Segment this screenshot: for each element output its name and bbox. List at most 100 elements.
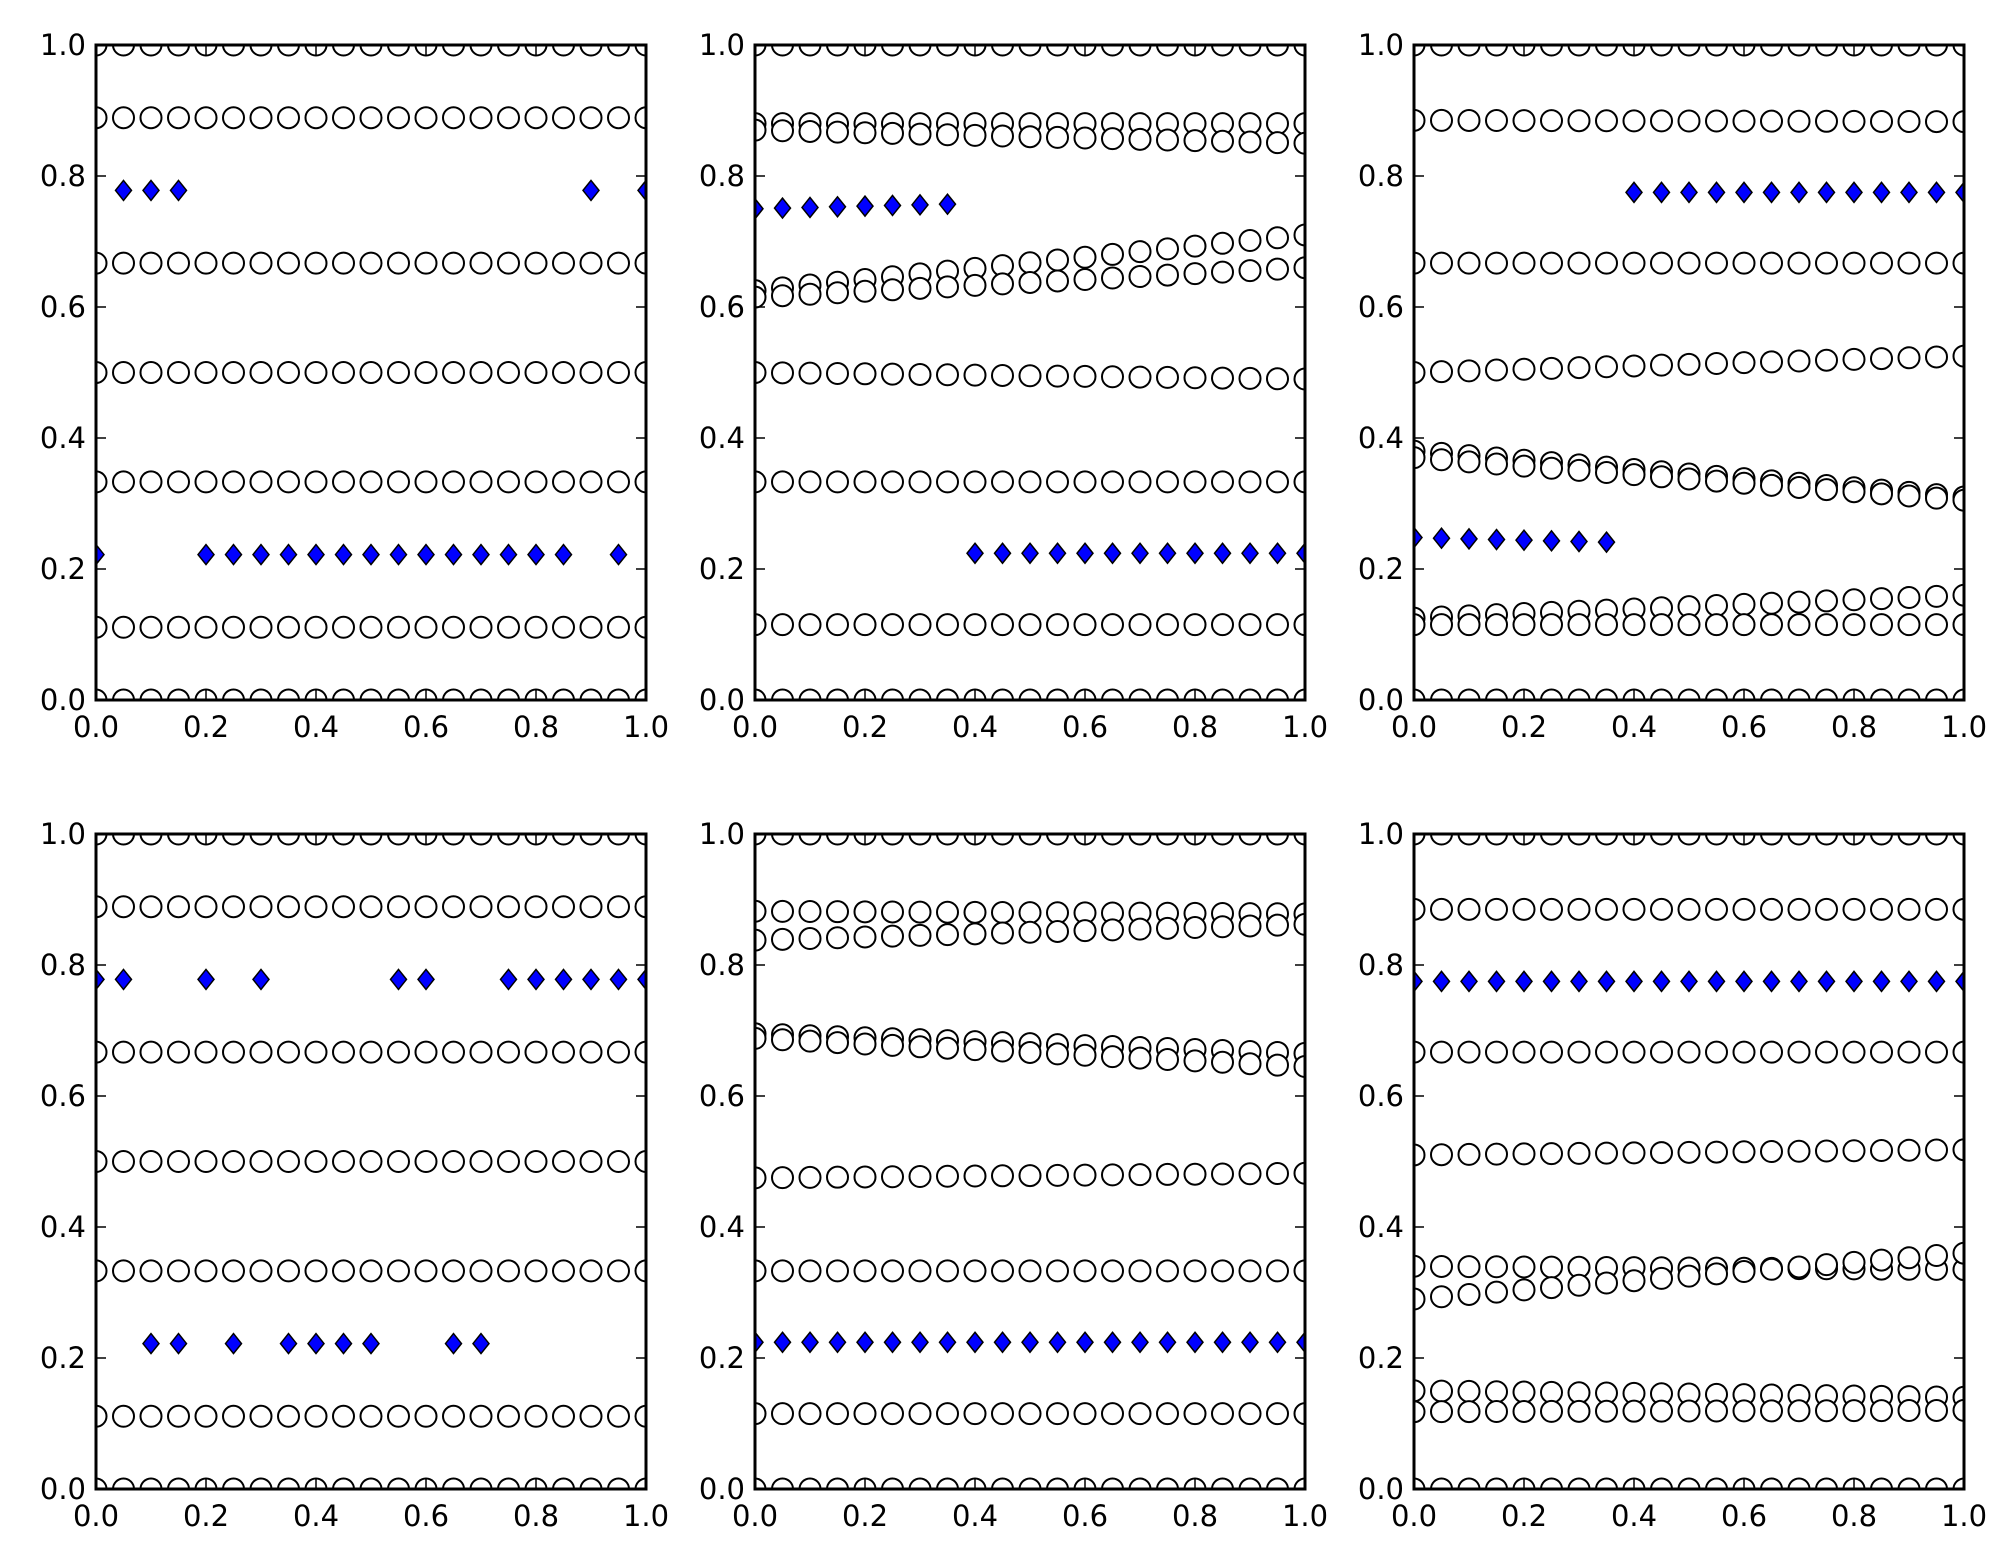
- circle-point: [1622, 251, 1646, 275]
- circle-point: [1238, 229, 1262, 253]
- circle-point: [552, 1404, 575, 1428]
- circle-point: [1183, 1402, 1207, 1426]
- circle-point: [1073, 267, 1097, 291]
- circle-point: [1650, 1040, 1673, 1064]
- circle-point: [1457, 688, 1481, 700]
- circle-point: [469, 470, 493, 494]
- circle-point: [1567, 834, 1591, 846]
- circle-point: [634, 106, 646, 130]
- circle-point: [908, 276, 932, 300]
- circle-point: [222, 251, 245, 275]
- circle-point: [1567, 1477, 1591, 1489]
- circle-point: [497, 1404, 520, 1428]
- circle-point: [1430, 1400, 1453, 1424]
- y-tick-label: 1.0: [699, 817, 745, 851]
- circle-point: [1870, 897, 1893, 921]
- diamond-point: [1817, 181, 1836, 204]
- circle-point: [936, 1477, 959, 1489]
- circle-point: [194, 1150, 218, 1173]
- circle-point: [222, 1259, 245, 1283]
- circle-point: [469, 615, 493, 639]
- circle-point: [1485, 613, 1508, 637]
- circle-point: [755, 1477, 767, 1489]
- diamond-point: [609, 968, 628, 991]
- circle-point: [387, 834, 410, 846]
- circle-point: [1046, 470, 1069, 494]
- circle-point: [1815, 688, 1838, 700]
- circle-point: [552, 895, 575, 919]
- circle-point: [332, 1477, 355, 1489]
- diamond-point: [801, 1331, 819, 1354]
- y-tick-label: 0.0: [1358, 683, 1404, 717]
- circle-point: [112, 1404, 135, 1428]
- circle-point: [826, 1165, 849, 1189]
- circle-point: [359, 834, 383, 846]
- circle-point: [826, 45, 849, 57]
- diamond-point: [1817, 970, 1836, 993]
- circle-point: [853, 1259, 877, 1283]
- circle-point: [414, 1150, 438, 1173]
- circle-point: [96, 1477, 108, 1489]
- circle-point: [194, 895, 218, 919]
- circle-point: [1540, 688, 1563, 700]
- circle-point: [963, 1164, 987, 1188]
- circle-point: [249, 361, 273, 384]
- circle-point: [881, 121, 904, 145]
- diamond-point: [1927, 181, 1946, 204]
- circle-point: [222, 45, 245, 57]
- chart-panel-1: 0.0 0.2 0.4 0.6 0.8 1.0 0.0 0.2 0.4 0.6 0.8 1.0: [40, 28, 669, 744]
- circle-point: [1457, 1040, 1481, 1064]
- circle-point: [1897, 585, 1921, 609]
- circle-point: [936, 45, 959, 57]
- circle-point: [1266, 1477, 1289, 1489]
- circle-point: [469, 895, 493, 919]
- circle-point: [1732, 471, 1756, 495]
- circle-point: [332, 895, 355, 919]
- diamond-point: [1103, 542, 1122, 565]
- diamond-point: [755, 1331, 764, 1354]
- circle-point: [936, 688, 959, 700]
- circle-point: [1897, 110, 1921, 134]
- circle-point: [1266, 45, 1289, 57]
- circle-point: [1238, 688, 1262, 700]
- circle-point: [1595, 251, 1618, 275]
- circle-point: [249, 251, 273, 275]
- circle-point: [1595, 109, 1618, 133]
- circle-point: [1732, 1260, 1756, 1284]
- circle-point: [1293, 1259, 1305, 1283]
- circle-point: [607, 1150, 630, 1173]
- circle-point: [1238, 1162, 1262, 1186]
- circle-point: [1842, 613, 1866, 637]
- circle-point: [112, 688, 135, 700]
- axes-frame: [94, 832, 648, 1491]
- circle-point: [1760, 834, 1783, 846]
- circle-point: [1870, 587, 1893, 611]
- circle-point: [1073, 364, 1097, 388]
- circle-point: [1101, 1477, 1124, 1489]
- circle-point: [1266, 688, 1289, 700]
- circle-point: [991, 921, 1014, 945]
- circle-point: [277, 470, 300, 494]
- circle-point: [1183, 613, 1207, 637]
- circle-point: [1183, 470, 1207, 494]
- circle-point: [167, 1150, 190, 1173]
- circle-point: [1677, 1140, 1701, 1164]
- circle-point: [991, 1402, 1014, 1426]
- circle-point: [1787, 613, 1811, 637]
- circle-point: [1787, 897, 1811, 921]
- circle-point: [853, 900, 877, 924]
- x-tick-label: 0.6: [1721, 1499, 1767, 1533]
- diamond-point: [773, 1331, 792, 1354]
- circle-point: [1101, 918, 1124, 942]
- circle-point: [1414, 251, 1426, 275]
- circle-point: [634, 251, 646, 275]
- circle-point: [853, 121, 877, 145]
- circle-point: [991, 124, 1014, 148]
- diamond-point: [417, 968, 435, 991]
- circle-point: [1787, 688, 1811, 700]
- diamond-point: [1707, 181, 1726, 204]
- diamond-point: [609, 543, 628, 566]
- circle-point: [1760, 251, 1783, 275]
- circle-point: [1842, 1040, 1866, 1064]
- circle-point: [332, 470, 355, 494]
